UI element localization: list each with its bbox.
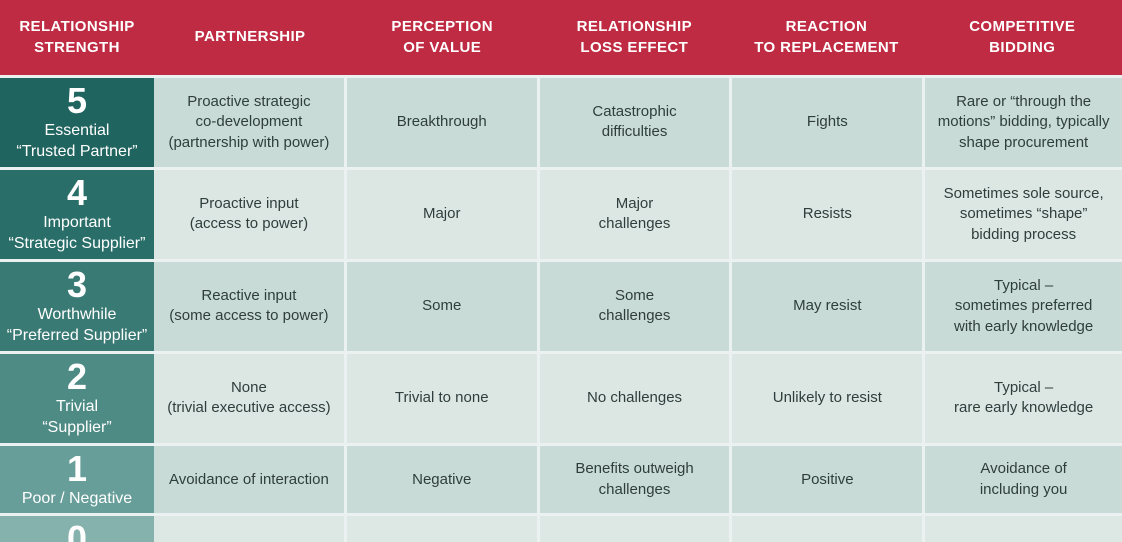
score-label: Essential “Trusted Partner” xyxy=(16,121,138,161)
table-row-level-0: 0 No Relationship N/A N/A N/A N/A N/A xyxy=(0,513,1122,542)
score-value: 2 xyxy=(66,355,88,397)
row-label-level-2: 2 Trivial “Supplier” xyxy=(0,353,154,443)
cell-perception-of-value: Breakthrough xyxy=(343,78,537,167)
cell-perception-of-value: Some xyxy=(343,261,537,351)
cell-perception-of-value: Major xyxy=(343,169,537,259)
cell-partnership: Proactive strategic co-development (part… xyxy=(168,93,330,151)
header-cell-partnership: PARTNERSHIP xyxy=(194,28,306,46)
score-label: Poor / Negative xyxy=(21,489,133,507)
cell-competitive-bidding: Typical – rare early knowledge xyxy=(922,353,1122,443)
cell-competitive-bidding: Avoidance of including you xyxy=(922,445,1122,514)
cell-relationship-loss-effect: Major challenges xyxy=(536,169,730,259)
header-cell-reaction-to-replacement: REACTION TO REPLACEMENT xyxy=(754,18,899,56)
cell-competitive-bidding: Rare or “through the motions” bidding, t… xyxy=(922,78,1122,167)
table-row-level-3: 3 Worthwhile “Preferred Supplier” Reacti… xyxy=(0,258,1122,351)
score-value: 4 xyxy=(66,171,88,213)
cell-reaction-to-replacement: Resists xyxy=(729,169,922,259)
table-row-level-5: 5 Essential “Trusted Partner” Proactive … xyxy=(0,75,1122,167)
score-label: Important “Strategic Supplier” xyxy=(8,213,146,253)
cell-competitive-bidding: Typical – sometimes preferred with early… xyxy=(922,261,1122,351)
cell-partnership: None (trivial executive access) xyxy=(167,379,331,417)
cell-relationship-loss-effect: Catastrophic difficulties xyxy=(536,78,730,167)
header-cell-relationship-strength: RELATIONSHIP STRENGTH xyxy=(19,18,135,56)
cell-relationship-loss-effect: Benefits outweigh challenges xyxy=(536,445,730,514)
header-cell-perception-of-value: PERCEPTION OF VALUE xyxy=(391,18,493,56)
header-cell-relationship-loss-effect: RELATIONSHIP LOSS EFFECT xyxy=(576,18,692,56)
header-cell-competitive-bidding: COMPETITIVE BIDDING xyxy=(969,18,1076,56)
cell-perception-of-value: Trivial to none xyxy=(343,353,537,443)
cell-reaction-to-replacement: May resist xyxy=(729,261,922,351)
cell-reaction-to-replacement: Positive xyxy=(729,445,922,514)
row-label-level-3: 3 Worthwhile “Preferred Supplier” xyxy=(0,261,154,351)
row-label-level-5: 5 Essential “Trusted Partner” xyxy=(0,78,154,167)
row-label-level-4: 4 Important “Strategic Supplier” xyxy=(0,169,154,259)
score-label: Worthwhile “Preferred Supplier” xyxy=(6,305,148,345)
score-label: Trivial “Supplier” xyxy=(42,397,112,437)
cell-partnership: Avoidance of interaction xyxy=(168,470,329,488)
cell-relationship-loss-effect: Some challenges xyxy=(536,261,730,351)
table-header-row: RELATIONSHIP STRENGTH PARTNERSHIP PERCEP… xyxy=(0,0,1122,75)
table-row-level-2: 2 Trivial “Supplier” None (trivial execu… xyxy=(0,350,1122,443)
score-value: 5 xyxy=(66,80,88,121)
score-value: 0 xyxy=(66,518,88,542)
cell-perception-of-value: N/A xyxy=(343,516,537,542)
score-value: 1 xyxy=(66,447,88,489)
table-row-level-1: 1 Poor / Negative Avoidance of interacti… xyxy=(0,442,1122,514)
cell-perception-of-value: Negative xyxy=(343,445,537,514)
cell-partnership: N/A xyxy=(154,516,344,542)
cell-reaction-to-replacement: Unlikely to resist xyxy=(729,353,922,443)
cell-competitive-bidding: Sometimes sole source, sometimes “shape”… xyxy=(922,169,1122,259)
row-label-level-1: 1 Poor / Negative xyxy=(0,445,154,514)
row-label-level-0: 0 No Relationship xyxy=(0,516,154,542)
cell-partnership: Reactive input (some access to power) xyxy=(169,287,329,325)
cell-reaction-to-replacement: N/A xyxy=(729,516,922,542)
cell-competitive-bidding: N/A xyxy=(922,516,1122,542)
cell-reaction-to-replacement: Fights xyxy=(729,78,922,167)
score-value: 3 xyxy=(66,263,88,305)
cell-relationship-loss-effect: N/A xyxy=(536,516,730,542)
table-row-level-4: 4 Important “Strategic Supplier” Proacti… xyxy=(0,166,1122,259)
cell-partnership: Proactive input (access to power) xyxy=(189,195,309,233)
cell-relationship-loss-effect: No challenges xyxy=(536,353,730,443)
